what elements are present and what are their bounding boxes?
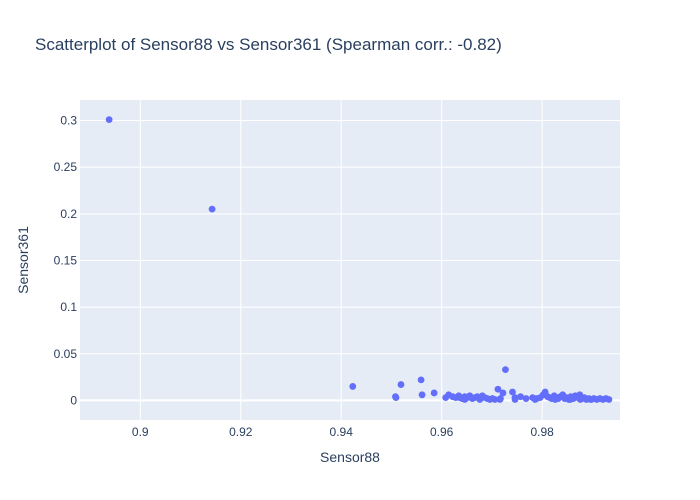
y-tick-label: 0.05 (54, 347, 78, 361)
data-point (551, 396, 559, 403)
y-tick-label: 0 (70, 393, 77, 407)
y-tick-label: 0.15 (54, 253, 78, 267)
x-tick-label: 0.98 (530, 425, 554, 439)
grid-lines (80, 100, 620, 420)
data-point (586, 396, 594, 403)
data-point (208, 205, 216, 213)
data-point (417, 376, 425, 384)
data-point (496, 396, 504, 403)
data-point (430, 389, 438, 397)
chart-title: Scatterplot of Sensor88 vs Sensor361 (Sp… (35, 35, 502, 54)
x-tick-label: 0.96 (430, 425, 454, 439)
y-tick-label: 0.1 (60, 300, 77, 314)
y-tick-label: 0.25 (54, 160, 78, 174)
data-points (105, 116, 613, 403)
data-point (509, 388, 516, 396)
y-axis-title: Sensor361 (15, 226, 31, 294)
data-point (494, 385, 502, 393)
data-point (476, 396, 484, 403)
data-point (418, 391, 426, 399)
x-axis-ticks: 0.9 0.92 0.94 0.96 0.98 (132, 425, 554, 439)
x-tick-label: 0.92 (229, 425, 253, 439)
data-point (576, 396, 584, 403)
data-point (517, 393, 524, 401)
data-point (456, 394, 464, 402)
data-point (566, 396, 574, 403)
data-point (105, 116, 113, 123)
data-point (511, 396, 519, 403)
y-axis-ticks: 0 0.05 0.1 0.15 0.2 0.25 0.3 (54, 114, 78, 408)
y-tick-label: 0.3 (60, 114, 77, 128)
data-point (392, 394, 400, 402)
data-point (397, 381, 405, 388)
data-point (499, 389, 507, 397)
data-point (502, 366, 509, 374)
data-point (349, 383, 357, 390)
x-axis-title: Sensor88 (320, 449, 380, 465)
x-tick-label: 0.94 (330, 425, 354, 439)
data-point (491, 396, 499, 403)
x-tick-label: 0.9 (132, 425, 149, 439)
data-point (605, 396, 613, 403)
data-point (522, 395, 530, 402)
y-tick-label: 0.2 (60, 207, 77, 221)
data-point (531, 396, 539, 403)
